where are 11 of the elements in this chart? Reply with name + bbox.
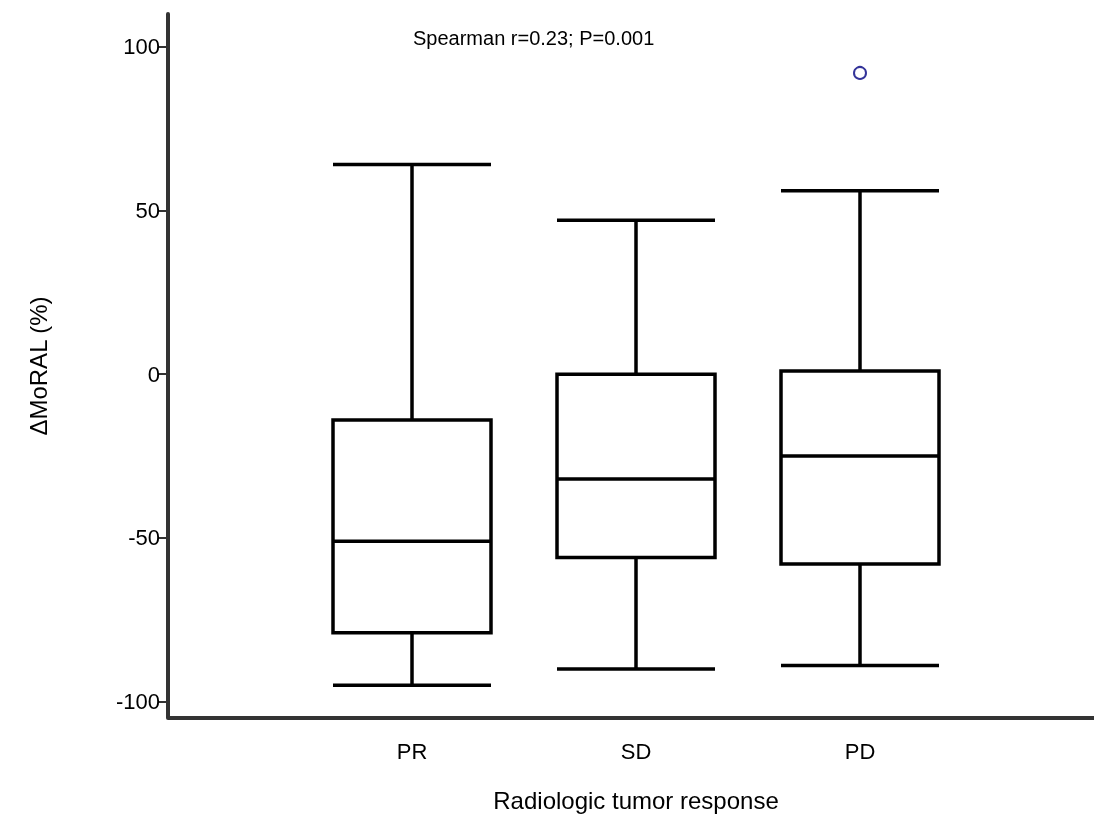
x-tick-label: PR xyxy=(396,738,428,764)
y-tick-label: -100 xyxy=(115,689,160,715)
y-tick-label: 0 xyxy=(147,361,160,387)
y-tick-label: 100 xyxy=(123,34,160,60)
y-tick-label: 50 xyxy=(135,197,160,223)
y-axis-title: ΔMoRAL (%) xyxy=(24,296,52,436)
y-tick-label: -50 xyxy=(128,525,160,551)
x-axis-title: Radiologic tumor response xyxy=(493,786,779,814)
annotation: Spearman r=0.23; P=0.001 xyxy=(413,27,655,49)
x-tick-label: PD xyxy=(844,738,876,764)
x-tick-label: SD xyxy=(620,738,652,764)
